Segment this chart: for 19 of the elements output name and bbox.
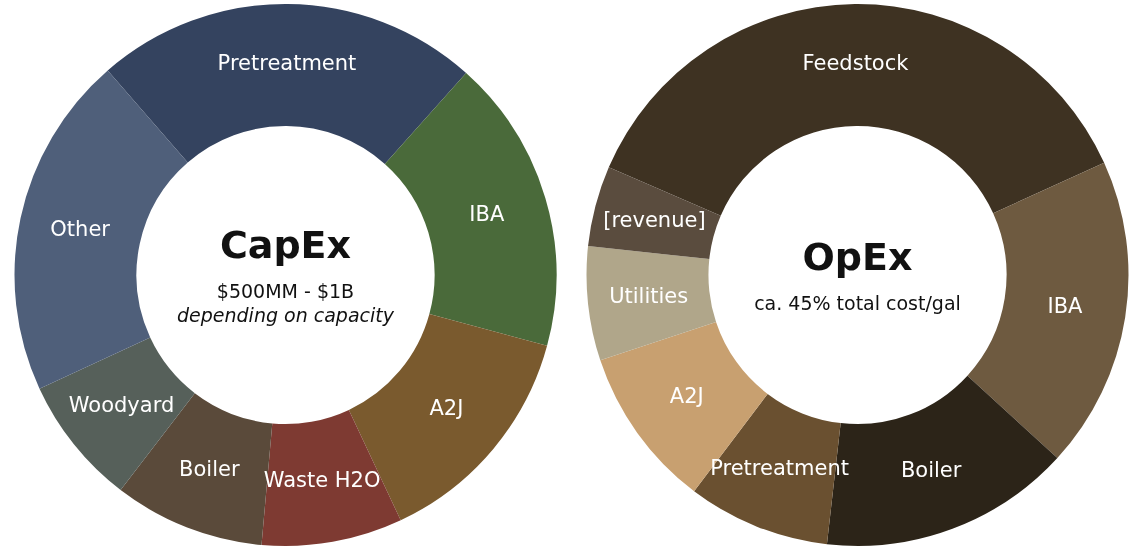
slice-label: IBA (469, 201, 505, 226)
slice-label: Utilities (609, 283, 689, 308)
slice-label: Feedstock (802, 51, 910, 76)
slice-label: [revenue] (603, 207, 706, 232)
text: $500MM - $1B (216, 279, 355, 303)
slice-label: Waste H2O (263, 468, 381, 493)
slice-label: IBA (1047, 294, 1084, 319)
slice-label: Woodyard (68, 392, 175, 417)
slice-label: Boiler (179, 457, 240, 482)
slice-label: Pretreatment (710, 456, 849, 481)
slice-label: Other (50, 217, 111, 242)
text: CapEx (219, 223, 352, 267)
text: ca. 45% total cost/gal (754, 291, 961, 315)
text: OpEx (802, 235, 913, 279)
slice-label: A2J (669, 383, 704, 408)
slice-label: A2J (429, 396, 464, 421)
slice-label: Pretreatment (217, 51, 357, 76)
slice-label: Boiler (900, 458, 962, 483)
text: depending on capacity (177, 303, 394, 327)
